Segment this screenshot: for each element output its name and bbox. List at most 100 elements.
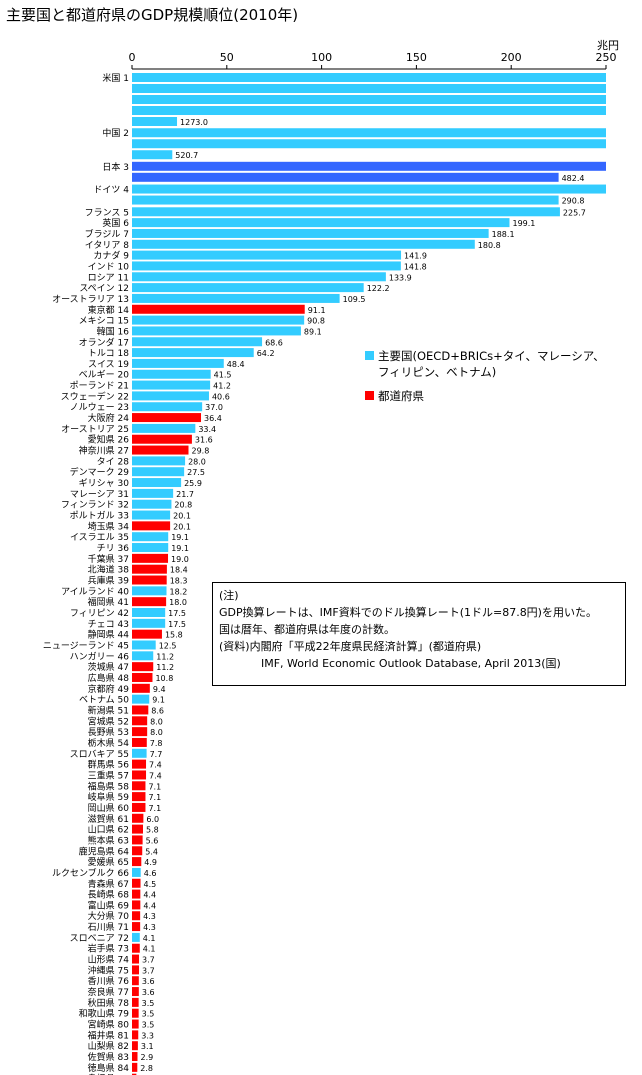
value-label: 199.1 [512, 219, 535, 228]
bar [132, 813, 144, 823]
bar [132, 1052, 138, 1062]
bar [132, 608, 166, 618]
bar-remainder [132, 172, 559, 182]
value-label: 48.4 [227, 360, 245, 369]
value-label: 3.6 [142, 977, 155, 986]
value-label: 4.3 [143, 923, 156, 932]
category-label: ブラジル 7 [85, 228, 129, 240]
value-label: 7.4 [149, 771, 162, 780]
note-source-2: IMF, World Economic Outlook Database, Ap… [261, 657, 561, 670]
bar [132, 575, 167, 585]
bar [132, 683, 150, 693]
category-label: 奈良県 77 [88, 986, 129, 998]
bar [132, 954, 140, 964]
note-source: (資料)内閣府「平成22年度県民経済計算」(都道府県) [219, 640, 482, 653]
value-label: 5.8 [146, 826, 159, 835]
bar [132, 391, 209, 401]
category-label: 京都府 49 [88, 683, 130, 695]
category-label: 鹿児島県 64 [79, 845, 130, 857]
category-label: メキシコ 15 [79, 317, 129, 327]
category-label: 栃木県 54 [88, 737, 130, 749]
x-tick-label: 150 [406, 51, 427, 64]
category-label: 愛知県 26 [88, 434, 130, 446]
bar [132, 456, 186, 466]
category-label: 岐阜県 59 [88, 791, 130, 803]
value-label: 2.8 [140, 1064, 153, 1073]
category-label: 青森県 67 [88, 878, 129, 890]
chart-title: 主要国と都道府県のGDP規模順位(2010年) [6, 6, 299, 24]
bar-segment [132, 139, 606, 149]
value-label: 37.0 [205, 403, 223, 412]
category-label: フィリピン 42 [70, 608, 129, 619]
value-label: 19.1 [171, 544, 189, 553]
category-label: ドイツ 4 [93, 186, 129, 196]
value-label: 7.1 [148, 793, 161, 802]
legend-swatch-country [365, 351, 374, 360]
value-label: 15.8 [165, 631, 183, 640]
category-label: 韓国 16 [97, 326, 130, 337]
category-label: 福島県 58 [88, 780, 130, 792]
category-label: 愛媛県 65 [88, 856, 129, 868]
value-label: 41.2 [213, 382, 231, 391]
value-label: 225.7 [563, 208, 586, 217]
bar [132, 586, 167, 596]
bar [132, 478, 182, 488]
bar [132, 369, 211, 379]
bar [132, 705, 149, 715]
value-label: 3.1 [141, 1042, 154, 1051]
value-label: 3.5 [142, 1010, 155, 1019]
value-label: 2.9 [140, 1053, 153, 1062]
bar [132, 1019, 139, 1029]
value-label: 8.6 [151, 706, 164, 715]
value-label: 7.1 [148, 782, 161, 791]
value-label: 4.1 [143, 934, 156, 943]
bar-segment [132, 128, 606, 138]
value-label: 68.6 [265, 338, 283, 347]
bar [132, 532, 169, 542]
category-label: インド 10 [88, 262, 130, 272]
value-label: 4.3 [143, 912, 156, 921]
value-label: 109.5 [343, 295, 366, 304]
bar [132, 857, 142, 867]
value-label: 20.8 [174, 501, 192, 510]
value-label: 19.1 [171, 533, 189, 542]
bar [132, 932, 140, 942]
bar [132, 878, 141, 888]
bar [132, 553, 169, 563]
category-label: オーストリア 25 [61, 424, 129, 435]
value-label: 9.4 [153, 685, 166, 694]
bar [132, 640, 156, 650]
bar [132, 727, 148, 737]
value-label: 1273.0 [180, 118, 208, 127]
category-label: 兵庫県 39 [88, 575, 130, 587]
category-label: 新潟県 51 [88, 704, 129, 716]
category-label: 佐賀県 83 [88, 1051, 129, 1063]
legend-item-prefectures: 都道府県 [365, 388, 565, 404]
bar [132, 987, 139, 997]
value-label: 17.5 [168, 609, 186, 618]
value-label: 11.2 [156, 652, 174, 661]
category-label: スロバキア 55 [70, 749, 129, 760]
category-label: イタリア 8 [85, 240, 130, 251]
value-label: 20.1 [173, 522, 191, 531]
bar-segment [132, 84, 606, 93]
value-label: 10.8 [155, 674, 173, 683]
value-labels: 1273.0 520.7 482.4 290.8 225.7 199.1 188.1 180.… [139, 118, 586, 1075]
bar [132, 402, 203, 412]
bar [132, 228, 489, 238]
value-label: 18.2 [170, 587, 188, 596]
x-tick-label: 250 [596, 51, 617, 64]
value-label: 3.5 [142, 1021, 155, 1030]
category-label: スイス 19 [88, 360, 129, 370]
bar [132, 272, 386, 282]
value-label: 33.4 [198, 425, 216, 434]
value-label: 91.1 [308, 306, 326, 315]
category-label: スペイン 12 [79, 284, 129, 294]
category-label: 滋賀県 61 [88, 813, 129, 825]
value-label: 8.0 [150, 728, 163, 737]
bar [132, 348, 254, 358]
bar-segment [132, 106, 606, 115]
category-label: ベトナム 50 [79, 695, 129, 706]
value-label: 25.9 [184, 479, 202, 488]
